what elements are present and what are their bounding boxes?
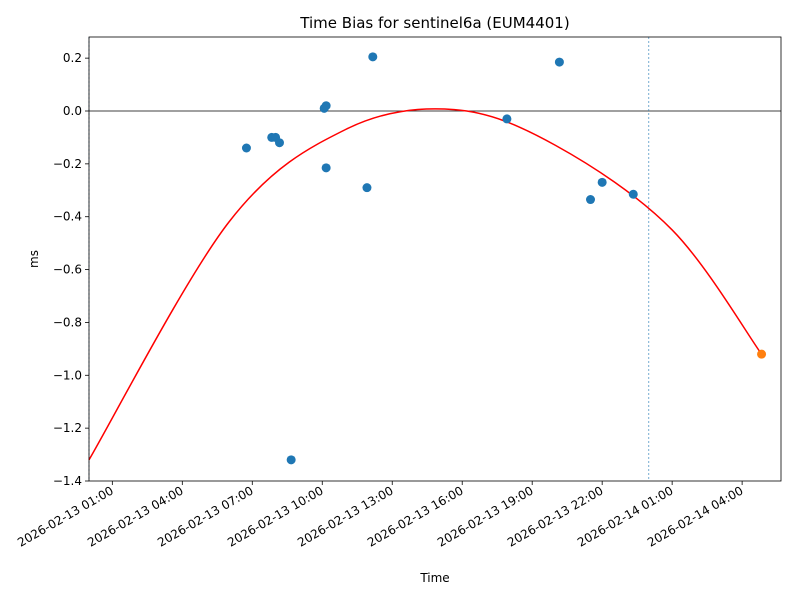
y-tick-label-3: −0.4 <box>53 210 82 224</box>
data-point-s0-8 <box>362 183 372 193</box>
y-tick-label-0: 0.2 <box>63 51 82 65</box>
data-point-s0-14 <box>628 189 638 199</box>
data-point-s0-0 <box>241 143 251 153</box>
y-tick-label-8: −1.4 <box>53 474 82 488</box>
y-tick-label-2: −0.2 <box>53 157 82 171</box>
y-tick-label-5: −0.8 <box>53 315 82 329</box>
data-point-s0-11 <box>554 57 564 67</box>
data-point-s0-7 <box>321 163 331 173</box>
y-tick-label-1: 0.0 <box>63 104 82 118</box>
data-point-s0-13 <box>597 177 607 187</box>
y-tick-label-4: −0.6 <box>53 263 82 277</box>
x-axis-title: Time <box>419 571 449 585</box>
plot-area <box>88 37 781 481</box>
y-tick-label-6: −1.0 <box>53 368 82 382</box>
fit-curve <box>88 108 763 461</box>
data-point-s0-12 <box>586 195 596 205</box>
data-point-s0-4 <box>286 455 296 465</box>
data-point-s0-9 <box>368 52 378 62</box>
y-tick-label-7: −1.2 <box>53 421 82 435</box>
plot-frame <box>88 36 782 482</box>
data-point-s0-10 <box>502 114 512 124</box>
data-point-s1-0 <box>757 349 767 359</box>
chart-title: Time Bias for sentinel6a (EUM4401) <box>299 14 569 32</box>
data-point-s0-6 <box>321 101 331 111</box>
data-point-s0-3 <box>274 138 284 148</box>
y-axis-title: ms <box>27 250 41 268</box>
